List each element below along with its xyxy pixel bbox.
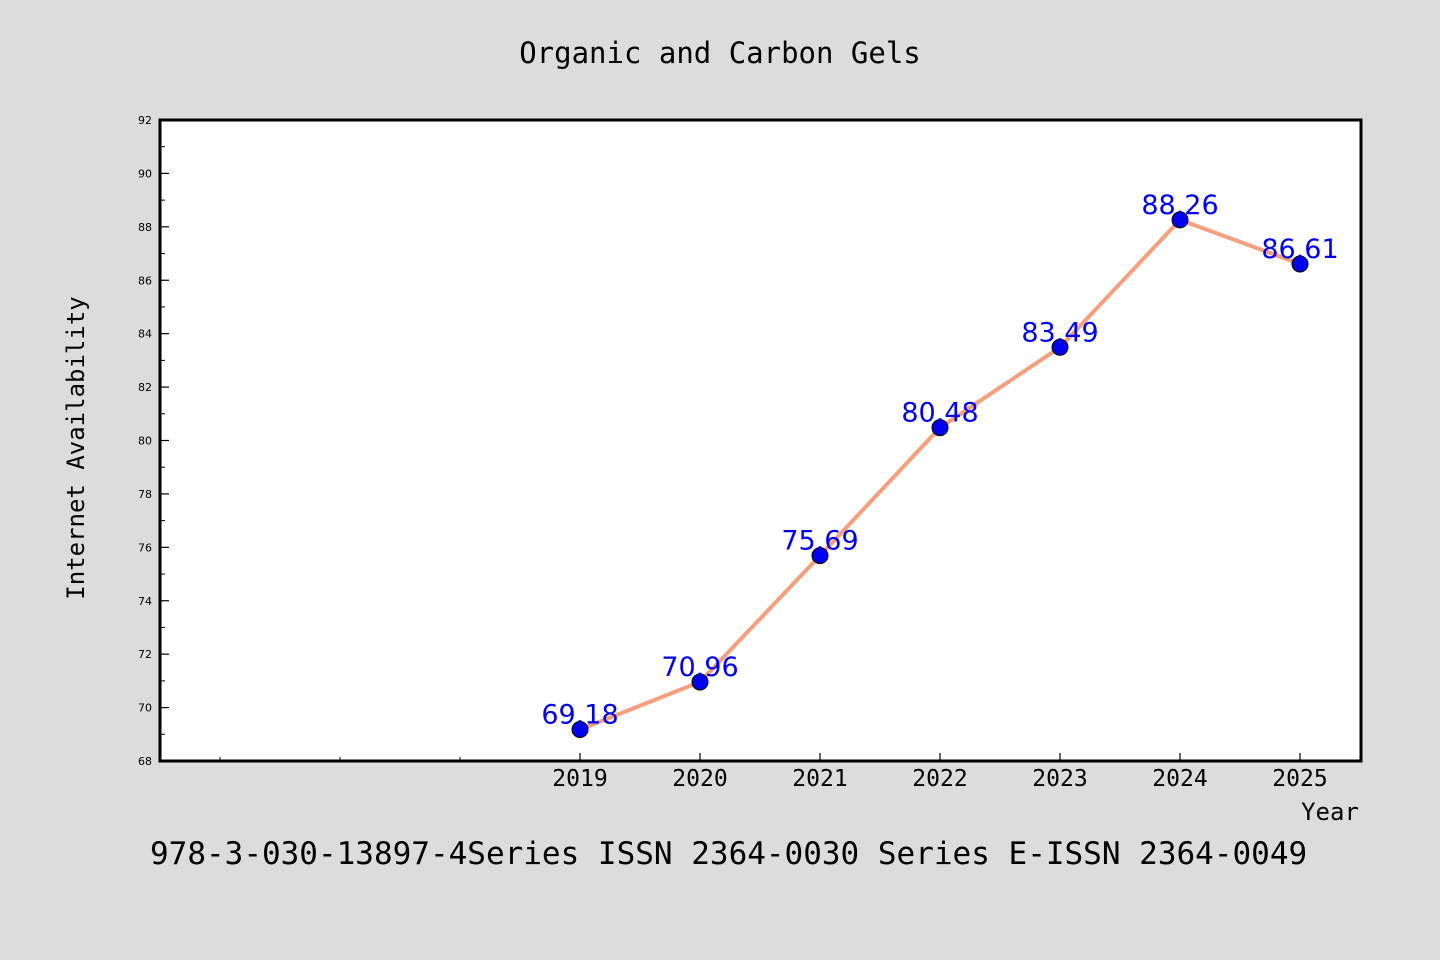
y-tick-label: 70 — [138, 702, 152, 715]
y-tick-label: 74 — [138, 595, 152, 608]
series-internet-availability: 69.18 70.96 75.69 80.48 83.49 88.26 86.61 — [541, 190, 1339, 738]
y-axis: 68 70 72 74 76 78 80 82 84 86 88 90 92 — [138, 114, 169, 768]
y-tick-label: 80 — [138, 435, 152, 448]
data-point — [931, 419, 949, 437]
y-tick-label: 72 — [138, 648, 152, 661]
y-tick-label: 76 — [138, 541, 152, 554]
x-axis-label: Year — [1301, 798, 1359, 826]
x-tick-label: 2021 — [792, 766, 847, 792]
x-tick-label: 2020 — [672, 766, 727, 792]
x-tick-label: 2022 — [912, 766, 967, 792]
plot-area — [158, 118, 1363, 763]
chart-title: Organic and Carbon Gels — [519, 36, 921, 70]
data-label: 83.49 — [1021, 317, 1098, 348]
x-tick-label: 2024 — [1152, 766, 1207, 792]
x-tick-label: 2019 — [552, 766, 607, 792]
y-tick-label: 84 — [138, 328, 152, 341]
y-axis-label: Internet Availability — [62, 296, 90, 599]
y-tick-label: 86 — [138, 274, 152, 287]
x-axis: 2019 2020 2021 2022 2023 2024 2025 — [219, 753, 1328, 792]
data-point — [571, 720, 589, 738]
y-tick-label: 82 — [138, 381, 152, 394]
data-label: 86.61 — [1261, 234, 1338, 265]
data-point — [1291, 255, 1309, 273]
data-label: 70.96 — [661, 652, 738, 683]
data-label: 75.69 — [781, 526, 858, 557]
data-label: 88.26 — [1141, 190, 1218, 221]
data-point — [1171, 211, 1189, 229]
y-tick-label: 92 — [138, 114, 152, 127]
data-label: 69.18 — [541, 699, 618, 730]
y-tick-label: 90 — [138, 167, 152, 180]
data-point — [691, 673, 709, 691]
data-label: 80.48 — [901, 398, 978, 429]
data-point — [1051, 338, 1069, 356]
y-tick-label: 78 — [138, 488, 152, 501]
y-tick-label: 68 — [138, 755, 152, 768]
footer-text: 978-3-030-13897-4Series ISSN 2364-0030 S… — [150, 836, 1307, 872]
data-point — [811, 547, 829, 565]
y-tick-label: 88 — [138, 221, 152, 234]
x-tick-label: 2023 — [1032, 766, 1087, 792]
x-tick-label: 2025 — [1272, 766, 1327, 792]
